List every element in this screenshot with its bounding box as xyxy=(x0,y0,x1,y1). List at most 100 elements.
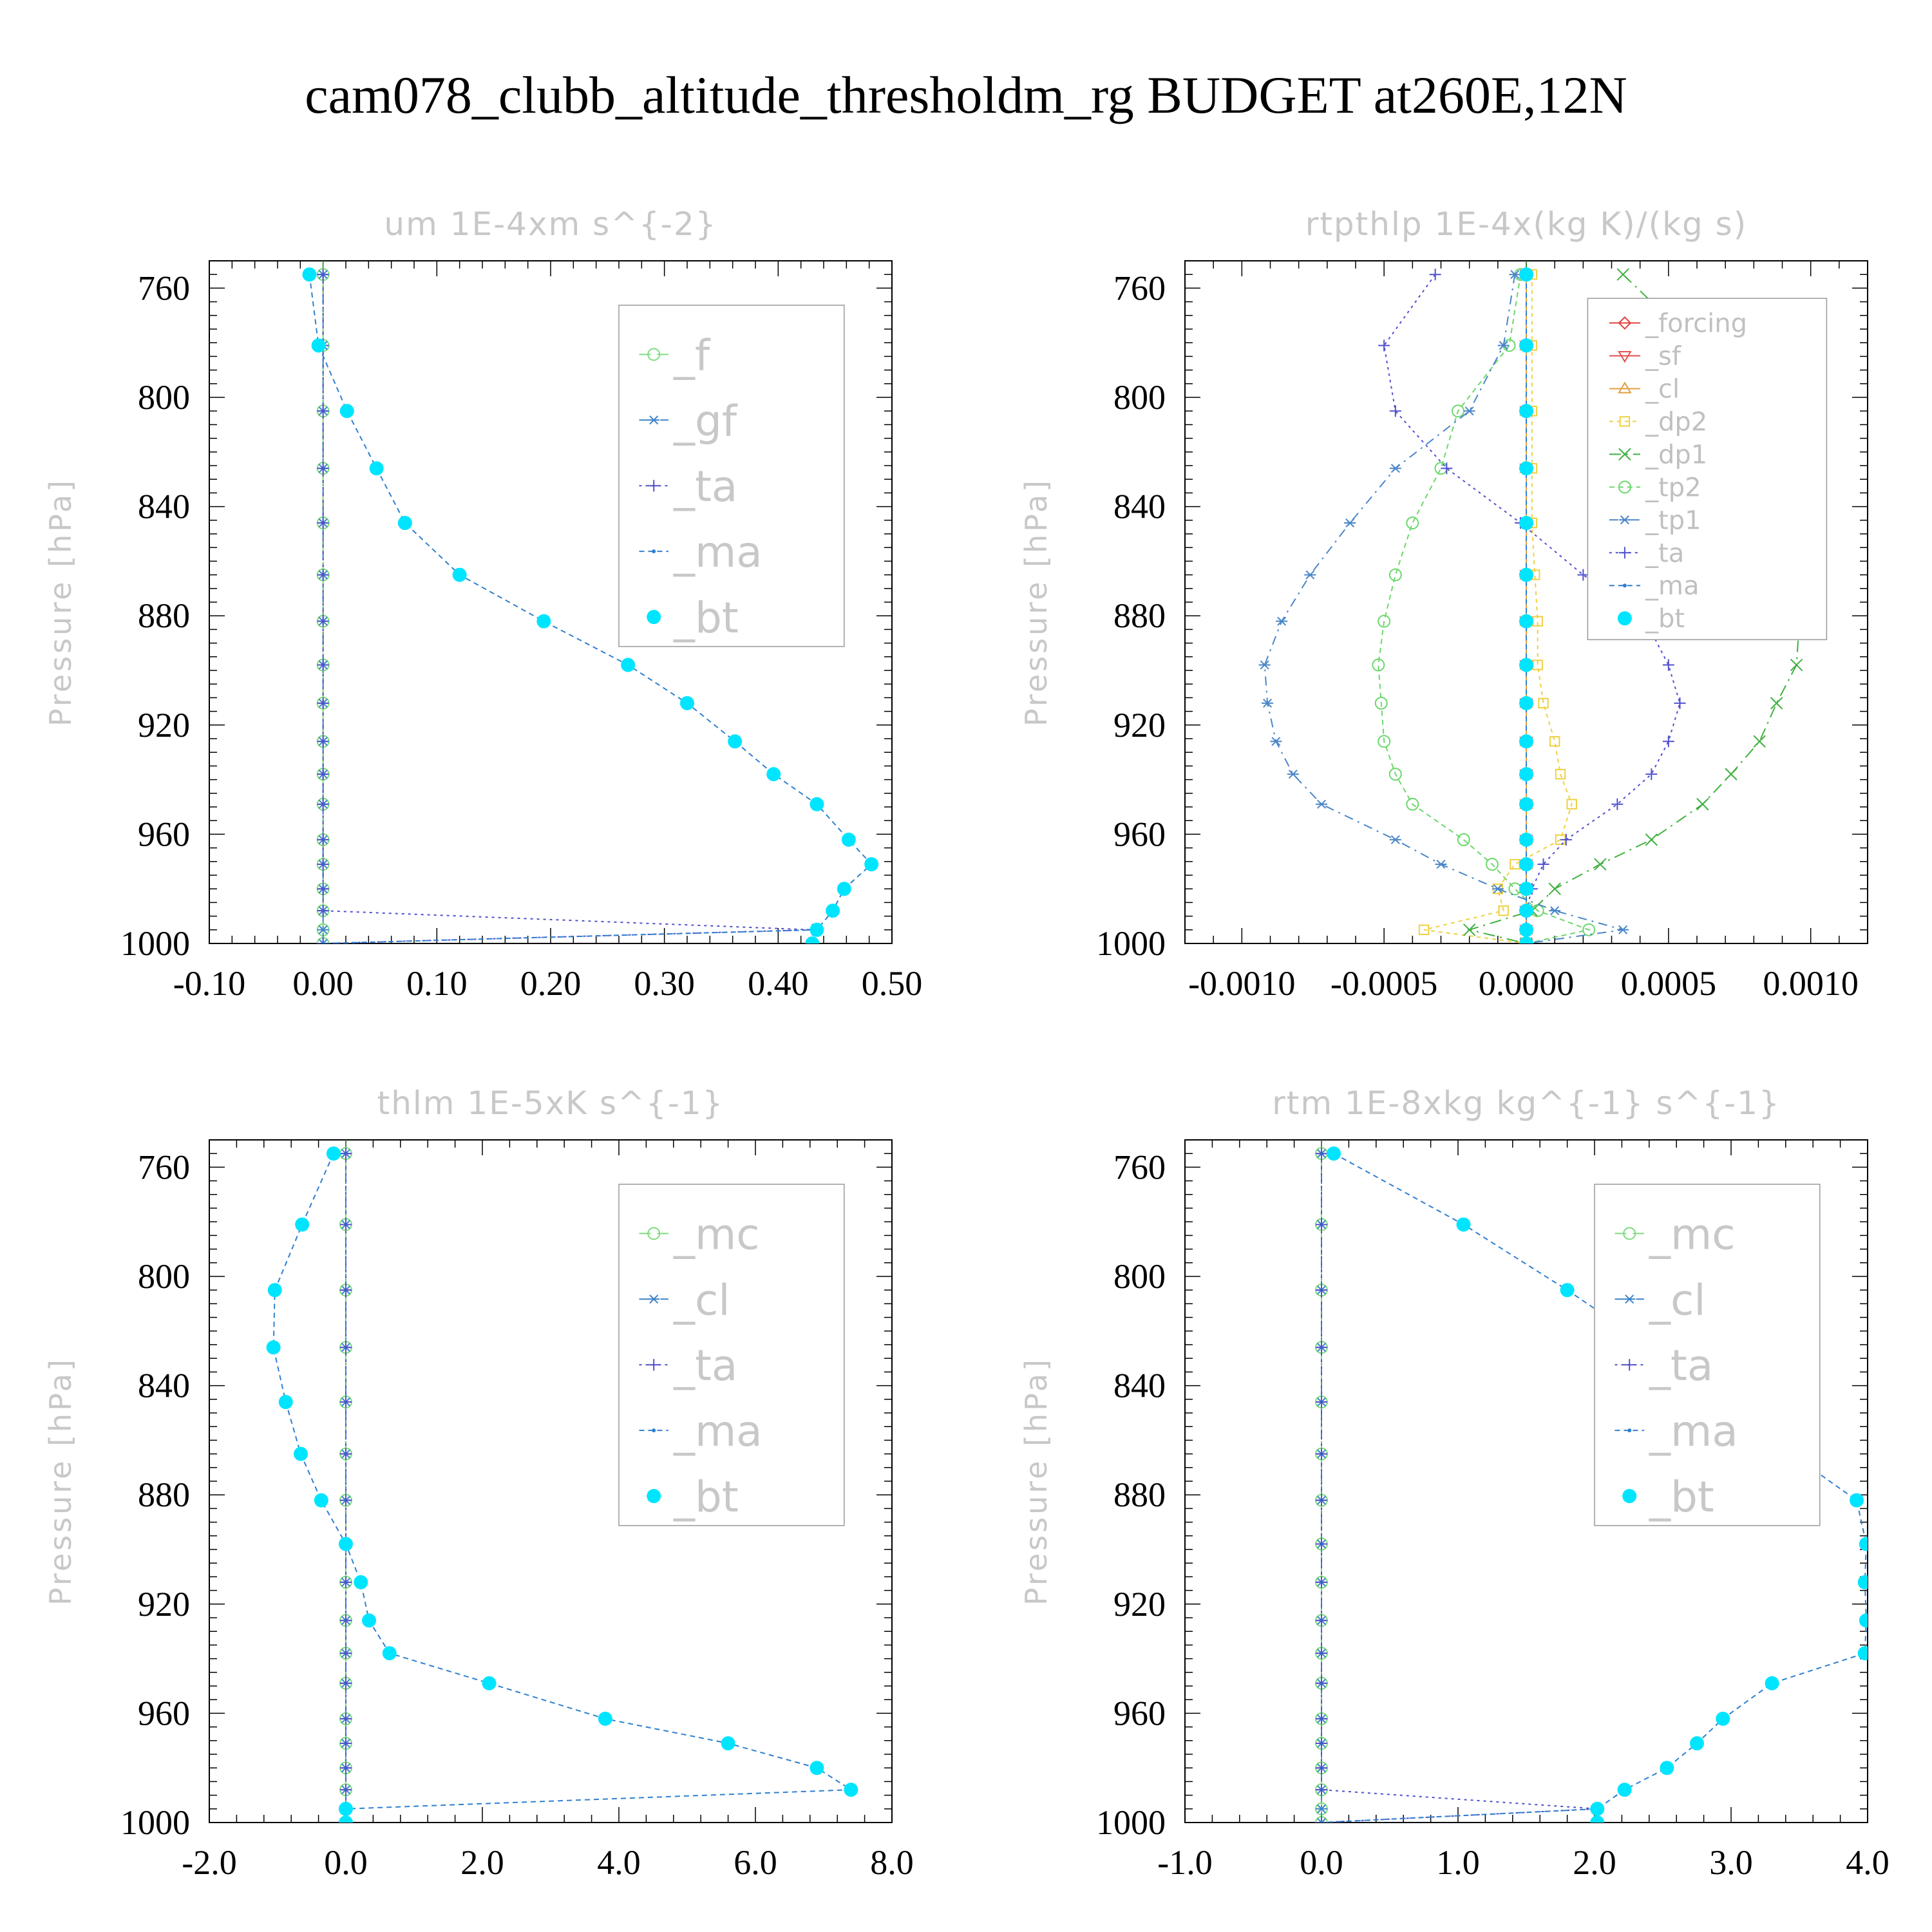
data-point xyxy=(1538,697,1549,709)
panel-title: thlm 1E-5xK s^{-1} xyxy=(377,1084,724,1122)
legend-marker xyxy=(1618,316,1632,330)
legend-item: _ta xyxy=(639,462,737,511)
data-point xyxy=(841,832,856,847)
legend-item: _bt xyxy=(647,1472,739,1522)
data-point xyxy=(311,338,326,353)
legend: _f _gf _ta _ma _bt xyxy=(618,305,845,647)
legend-label: _ta xyxy=(673,1341,737,1390)
y-tick-label: 880 xyxy=(138,1475,190,1514)
data-point xyxy=(340,1284,352,1296)
data-point xyxy=(1463,923,1476,936)
data-point xyxy=(805,936,820,943)
legend-label: _tp1 xyxy=(1645,506,1701,535)
data-point xyxy=(1560,833,1572,846)
data-point xyxy=(340,1341,352,1354)
data-point xyxy=(1790,658,1803,672)
x-tick-label: 0.30 xyxy=(634,964,695,1003)
y-tick-label: 840 xyxy=(138,488,190,526)
series-bt xyxy=(302,267,879,943)
data-point xyxy=(1304,570,1316,580)
data-point xyxy=(1316,1712,1327,1725)
legend-label: _ma xyxy=(1645,571,1699,601)
y-tick-label: 960 xyxy=(138,1694,190,1732)
legend-item: _cl xyxy=(1615,1275,1706,1325)
x-tick-label: 4.0 xyxy=(1846,1843,1889,1882)
legend-item: _ma xyxy=(639,1406,762,1456)
data-point xyxy=(1611,798,1624,810)
data-point xyxy=(1519,516,1533,531)
y-tick-label: 920 xyxy=(1113,706,1166,744)
legend-item: _mc xyxy=(639,1209,760,1259)
data-point xyxy=(1519,267,1533,282)
series-tp2 xyxy=(1372,268,1596,943)
data-point xyxy=(317,938,329,943)
legend-box xyxy=(1594,1184,1821,1526)
legend-marker xyxy=(1619,416,1631,427)
data-point xyxy=(1770,697,1783,710)
legend: _forcing_sf_cl_dp2 _dp1 _tp2 _tp1 _ta_ma_bt xyxy=(1587,298,1828,641)
series-tp1 xyxy=(1258,270,1629,943)
series-bt xyxy=(1519,267,1533,943)
data-point xyxy=(1594,858,1607,871)
legend-marker xyxy=(1618,547,1631,559)
panel-title: um 1E-4xm s^{-2} xyxy=(384,205,717,243)
x-tick-label: 2.0 xyxy=(460,1843,504,1882)
data-point xyxy=(362,1613,377,1628)
x-tick-label: -2.0 xyxy=(182,1843,236,1882)
y-tick-label: 880 xyxy=(1113,1475,1166,1514)
chart-panel-2: rtpthlp 1E-4x(kg K)/(kg s) Pressure [hPa]… xyxy=(1019,205,1868,1003)
data-point xyxy=(317,517,329,529)
data-point xyxy=(1316,799,1327,809)
series-bt xyxy=(266,1146,858,1823)
legend-marker xyxy=(1618,351,1632,363)
data-point xyxy=(340,1762,352,1774)
data-point xyxy=(1327,1146,1341,1161)
legend-marker xyxy=(647,1489,661,1504)
data-point xyxy=(1616,268,1629,281)
legend-item: _bt xyxy=(1622,1472,1714,1522)
data-point xyxy=(1549,736,1560,747)
legend-label: _f xyxy=(673,330,711,380)
legend-item: _bt xyxy=(1617,604,1685,634)
y-tick-label: 880 xyxy=(138,596,190,635)
data-point xyxy=(278,1395,293,1410)
data-area xyxy=(266,1140,858,1823)
data-point xyxy=(1457,833,1470,846)
data-point xyxy=(1519,767,1533,782)
legend-label: _bt xyxy=(1649,1472,1714,1522)
legend-item: _tp1 xyxy=(1609,506,1701,535)
data-point xyxy=(1388,768,1402,781)
data-point xyxy=(317,697,329,709)
y-tick-label: 920 xyxy=(1113,1585,1166,1624)
data-area xyxy=(302,261,879,943)
data-point xyxy=(810,922,824,937)
data-point xyxy=(1508,882,1522,896)
data-point xyxy=(721,1736,735,1751)
data-point xyxy=(397,516,412,531)
data-area xyxy=(1315,1140,1868,1823)
data-point xyxy=(302,267,317,282)
data-point xyxy=(1519,832,1533,847)
legend-marker xyxy=(1622,1489,1637,1504)
data-point xyxy=(266,1340,281,1355)
data-point xyxy=(810,797,824,811)
y-axis-label: Pressure [hPa] xyxy=(1019,1357,1054,1605)
legend: _mc _cl _ta _ma _bt xyxy=(1594,1184,1821,1526)
y-tick-label: 840 xyxy=(138,1367,190,1405)
legend-item: _ma xyxy=(639,527,762,577)
data-point xyxy=(339,1801,353,1816)
legend-label: _bt xyxy=(673,1472,739,1522)
legend-marker xyxy=(647,1227,661,1240)
data-point xyxy=(1258,660,1271,670)
data-point xyxy=(1519,614,1533,629)
data-point xyxy=(340,1738,352,1750)
y-tick-label: 760 xyxy=(138,269,190,307)
data-point xyxy=(1316,1538,1327,1550)
x-tick-label: 0.00 xyxy=(292,964,354,1003)
data-point xyxy=(1372,658,1385,672)
data-point xyxy=(339,404,354,419)
legend-item: _ma xyxy=(1609,571,1700,601)
data-point xyxy=(317,569,329,581)
data-point xyxy=(317,405,329,417)
x-tick-label: 3.0 xyxy=(1709,1843,1753,1882)
